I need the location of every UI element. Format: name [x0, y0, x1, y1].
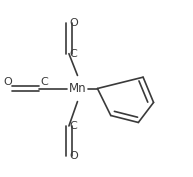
Text: O: O [69, 152, 78, 161]
Text: C: C [70, 121, 78, 131]
Text: C: C [70, 49, 78, 59]
Text: C: C [40, 76, 48, 87]
Text: Mn: Mn [69, 82, 86, 95]
Text: O: O [69, 18, 78, 28]
Text: O: O [4, 76, 12, 87]
